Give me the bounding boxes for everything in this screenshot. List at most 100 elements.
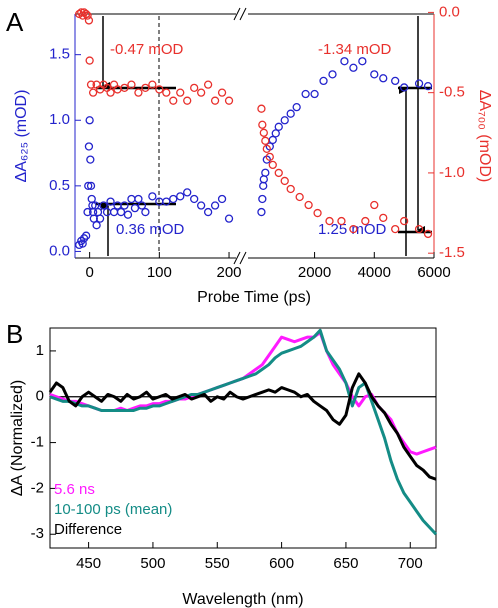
legend-label: 5.6 ns [54, 481, 95, 498]
data-point [148, 192, 157, 201]
y2-tick-label: -1.0 [439, 164, 465, 181]
data-point [295, 192, 304, 202]
data-point [106, 88, 115, 97]
annotation: 1.25 mOD [318, 221, 387, 238]
y-tick-label: 0.5 [49, 177, 70, 194]
data-point [210, 96, 220, 105]
data-point [217, 194, 227, 204]
data-point [106, 197, 115, 206]
data-point [86, 181, 96, 190]
data-point [78, 239, 87, 248]
legend-label: Difference [54, 521, 122, 538]
x-tick-label: 2000 [298, 264, 331, 281]
data-point [274, 122, 283, 131]
annotation: 0.36 mOD [116, 221, 185, 238]
y-tick-label: -3 [31, 525, 44, 542]
data-point [134, 88, 143, 97]
data-line [48, 372, 437, 481]
data-point [258, 120, 267, 129]
panel-label: B [6, 319, 23, 349]
data-point [370, 200, 379, 210]
annotation: -0.47 mOD [110, 41, 184, 58]
data-point [301, 89, 310, 99]
data-point [116, 207, 126, 217]
data-point [148, 80, 157, 89]
y2-tick-label: -0.5 [439, 84, 465, 101]
data-point [286, 184, 295, 194]
data-point [141, 207, 150, 217]
x-tick-label: 600 [269, 555, 294, 572]
data-point [85, 116, 94, 125]
data-point [304, 200, 313, 210]
data-point [259, 128, 268, 137]
axis-break [233, 7, 247, 265]
data-point [190, 194, 199, 204]
data-point [83, 11, 92, 20]
data-point [88, 88, 98, 97]
x-tick-label: 4000 [358, 264, 391, 281]
x-tick-label: 0 [85, 264, 93, 281]
y-tick-label: 1.0 [49, 111, 70, 128]
data-point [123, 210, 133, 219]
data-point [280, 176, 289, 186]
data-point [120, 201, 129, 210]
data-point [99, 201, 108, 210]
data-point [95, 214, 105, 223]
x-tick-label: 200 [217, 264, 242, 281]
data-point [169, 96, 178, 105]
data-point [328, 70, 337, 79]
data-point [127, 194, 136, 204]
data-point [197, 88, 206, 97]
data-point [292, 102, 301, 112]
data-point [162, 197, 171, 206]
data-point [109, 207, 119, 217]
data-point [86, 155, 95, 164]
data-point [391, 76, 400, 86]
data-point [286, 109, 295, 118]
annotation: -1.34 mOD [318, 41, 392, 58]
data-point [162, 88, 171, 97]
panel-label: A [6, 7, 24, 37]
data-point [85, 56, 94, 65]
data-point [399, 216, 409, 226]
data-point [197, 201, 206, 210]
x-tick-label: 500 [140, 555, 165, 572]
y-tick-label: 1.5 [49, 46, 70, 63]
data-point [361, 216, 370, 226]
data-point [349, 224, 358, 234]
data-point [86, 80, 96, 89]
data-point [414, 79, 424, 88]
data-point [259, 175, 268, 184]
data-point [210, 201, 220, 210]
data-point [261, 136, 270, 145]
y-tick-label: 0.0 [49, 242, 70, 259]
data-point [423, 229, 433, 239]
data-point [82, 231, 91, 240]
data-point [102, 207, 112, 217]
data-point [257, 104, 266, 113]
data-point [92, 221, 101, 230]
annotation-arrows [101, 16, 425, 256]
data-point [259, 181, 268, 190]
data-point [224, 96, 234, 105]
data-point [183, 188, 192, 197]
x-tick-label: 700 [398, 555, 423, 572]
data-point [258, 194, 267, 204]
x-tick-label: 650 [333, 555, 358, 572]
y-tick-label: 0 [36, 388, 44, 405]
data-point [262, 144, 271, 153]
data-point [169, 194, 178, 204]
data-point [176, 192, 185, 201]
data-point [414, 224, 424, 234]
y-tick-label: -2 [31, 479, 44, 496]
data-point [319, 76, 328, 86]
data-point [130, 204, 140, 213]
plot-frame [49, 327, 437, 549]
data-point [313, 208, 322, 218]
y2-axis-label: ΔA₇₀₀ (mOD) [476, 90, 493, 183]
data-point [134, 194, 143, 204]
data-point [176, 88, 185, 97]
data-point [423, 82, 433, 91]
data-point [399, 83, 409, 92]
